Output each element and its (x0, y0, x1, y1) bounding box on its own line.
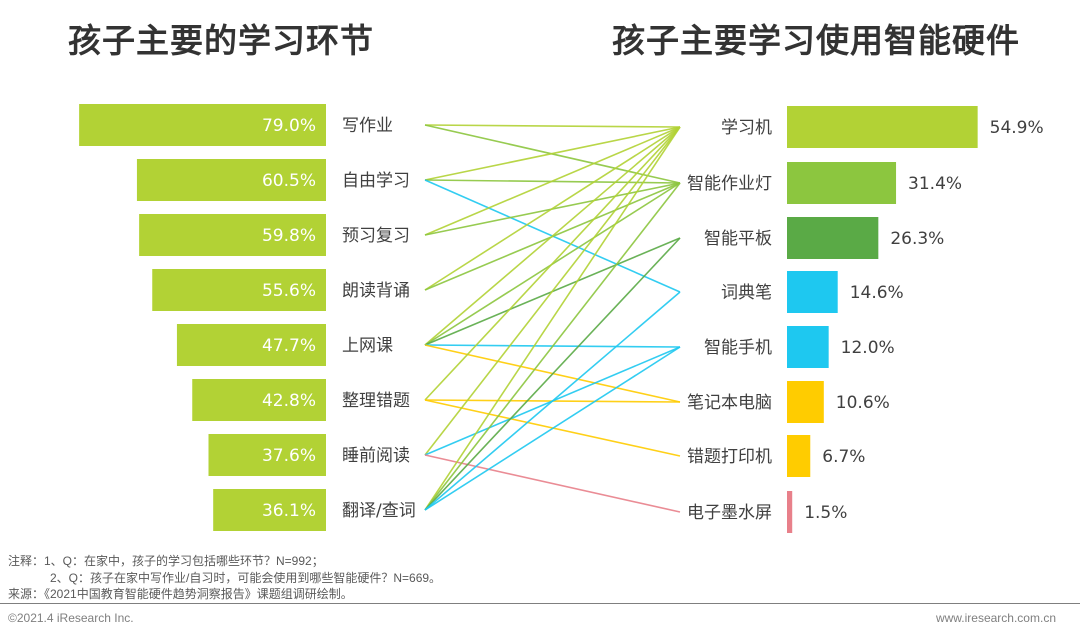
right-category-label: 笔记本电脑 (687, 393, 772, 413)
left-category-label: 整理错题 (342, 391, 410, 411)
footnotes: 注释：1、Q：在家中，孩子的学习包括哪些环节？N=992； 2、Q：孩子在家中写… (8, 553, 441, 603)
right-category-label: 学习机 (721, 118, 772, 138)
right-bar-value-label: 1.5% (804, 503, 847, 523)
left-bar (192, 379, 326, 421)
link-line (424, 126, 681, 456)
left-category-label: 睡前阅读 (342, 446, 410, 466)
right-category-label: 智能作业灯 (687, 174, 772, 194)
left-bar (208, 434, 326, 476)
right-category-label: 智能平板 (704, 229, 772, 249)
left-bar-value-label: 55.6% (262, 281, 316, 301)
right-bar-value-label: 6.7% (822, 447, 865, 467)
link-line (424, 291, 681, 511)
link-line (424, 126, 681, 346)
link-line (424, 126, 681, 401)
right-category-label: 词典笔 (721, 283, 772, 303)
left-chart-title: 孩子主要的学习环节 (68, 21, 374, 60)
link-line (424, 126, 681, 181)
link-line (424, 126, 681, 511)
left-bar-value-label: 59.8% (262, 226, 316, 246)
footer-divider (0, 603, 1080, 604)
left-bar (136, 159, 326, 201)
right-category-label: 电子墨水屏 (687, 503, 772, 523)
left-bar-value-label: 36.1% (262, 501, 316, 521)
right-category-label: 错题打印机 (687, 447, 772, 467)
left-bar (139, 214, 326, 256)
right-bar-value-label: 12.0% (841, 338, 895, 358)
link-line (424, 454, 681, 513)
right-bar (787, 326, 829, 368)
right-bar (787, 381, 824, 423)
note-line-1: 注释：1、Q：在家中，孩子的学习包括哪些环节？N=992； (8, 554, 324, 568)
link-line (424, 126, 681, 291)
chart-canvas: 79.0% 写作业 60.5% 自由学习 59.8% 预习复习 55.6% 朗读背诵 47.7%… (79, 104, 1044, 533)
left-bar-value-label: 42.8% (262, 391, 316, 411)
left-category-label: 写作业 (342, 116, 393, 136)
left-bar (176, 324, 326, 366)
link-line (424, 346, 681, 511)
right-chart-title: 孩子主要学习使用智能硬件 (612, 21, 1020, 60)
link-line (424, 124, 681, 128)
left-category-label: 自由学习 (342, 171, 410, 191)
left-bar-value-label: 47.7% (262, 336, 316, 356)
note-line-2: 2、Q：孩子在家中写作业/自习时，可能会使用到哪些智能硬件？N=669。 (50, 570, 442, 585)
right-bar (787, 162, 897, 204)
right-bar (787, 491, 793, 533)
left-bar (213, 489, 326, 531)
left-bar-value-label: 79.0% (262, 116, 316, 136)
right-category-label: 智能手机 (704, 338, 772, 358)
right-bar (787, 435, 811, 477)
left-category-label: 翻译/查词 (342, 501, 416, 521)
right-bar-value-label: 31.4% (908, 174, 962, 194)
left-bar (152, 269, 326, 311)
right-bar (787, 271, 838, 313)
left-bar-chart: 79.0% 写作业 60.5% 自由学习 59.8% 预习复习 55.6% 朗读背诵 47.7%… (79, 104, 416, 531)
left-bar-value-label: 60.5% (262, 171, 316, 191)
left-category-label: 预习复习 (342, 226, 410, 246)
link-line (424, 126, 681, 236)
right-bar-chart: 54.9% 学习机 31.4% 智能作业灯 26.3% 智能平板 14.6% 词典笔 12.0%… (687, 106, 1044, 533)
copyright: ©2021.4 iResearch Inc. (8, 611, 134, 625)
right-bar (787, 217, 879, 259)
right-bar-value-label: 10.6% (836, 393, 890, 413)
right-bar-value-label: 26.3% (890, 229, 944, 249)
right-bar-value-label: 14.6% (850, 283, 904, 303)
right-bar (787, 106, 978, 148)
left-bar-value-label: 37.6% (262, 446, 316, 466)
links-layer (424, 124, 681, 513)
left-category-label: 朗读背诵 (342, 281, 410, 301)
link-line (424, 237, 681, 511)
website: www.iresearch.com.cn (935, 611, 1056, 625)
left-category-label: 上网课 (342, 336, 393, 356)
link-line (424, 182, 681, 511)
left-bar (79, 104, 326, 146)
source-line: 来源：《2021中国教育智能硬件趋势洞察报告》课题组调研绘制。 (8, 587, 353, 601)
right-bar-value-label: 54.9% (990, 118, 1044, 138)
